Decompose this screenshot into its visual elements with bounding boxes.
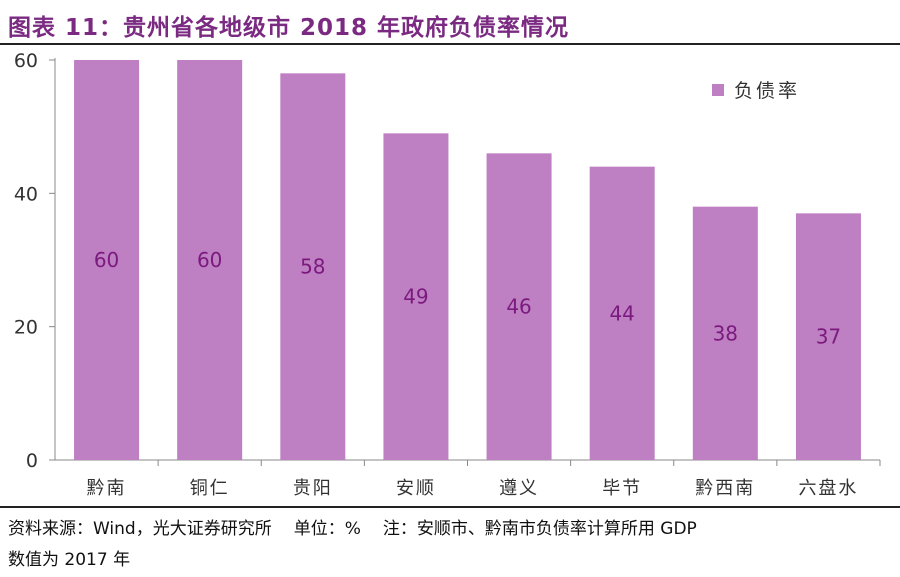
bar — [383, 133, 449, 461]
bar — [74, 60, 140, 460]
bar — [486, 153, 552, 461]
data-label: 60 — [197, 248, 222, 272]
bar-chart: 0 20 40 60 60 黔南 60 铜仁 58 贵阳 49 安顺 46 遵义 44 毕节 38 黔西南 37 六盘… — [14, 50, 881, 499]
x-tick-label: 铜仁 — [190, 478, 230, 499]
bar — [589, 166, 655, 460]
x-tick-label: 毕节 — [602, 478, 642, 499]
bar — [177, 60, 243, 460]
plot-area: 0 20 40 60 60 黔南 60 铜仁 58 贵阳 49 安顺 46 遵义 44 毕节 38 黔西南 37 六盘… — [14, 50, 881, 499]
x-tick-label: 贵阳 — [293, 478, 333, 499]
bar — [795, 213, 861, 460]
bottom-rule — [0, 506, 900, 508]
legend-label: 负债率 — [734, 80, 800, 102]
data-label: 37 — [816, 325, 841, 349]
y-tick-label: 0 — [26, 450, 38, 472]
data-label: 38 — [713, 321, 738, 345]
data-label: 49 — [403, 285, 428, 309]
x-tick-label: 遵义 — [499, 478, 539, 499]
footer-line-2: 数值为 2017 年 — [8, 545, 130, 570]
x-tick-label: 安顺 — [396, 478, 436, 499]
data-label: 46 — [506, 295, 531, 319]
y-tick-label: 40 — [14, 183, 38, 205]
data-label: 44 — [609, 301, 634, 325]
x-tick-label: 黔南 — [87, 478, 127, 499]
y-tick-label: 60 — [14, 50, 38, 72]
data-label: 58 — [300, 255, 325, 279]
data-label: 60 — [94, 248, 119, 272]
note-text-continued: 数值为 2017 年 — [8, 550, 131, 570]
note-text: 注：安顺市、黔南市负债率计算所用 GDP — [382, 519, 697, 539]
bar — [692, 206, 758, 460]
x-tick-label: 六盘水 — [798, 478, 858, 499]
y-tick-label: 20 — [14, 317, 38, 339]
x-tick-label: 黔西南 — [695, 478, 755, 499]
legend-swatch — [712, 84, 724, 96]
top-rule — [0, 43, 900, 45]
bar — [280, 73, 346, 460]
footer-line-1: 资料来源：Wind，光大证券研究所 单位：% 注：安顺市、黔南市负债率计算所用 GD… — [8, 514, 697, 539]
source-text: 资料来源：Wind，光大证券研究所 — [8, 519, 272, 539]
unit-text: 单位：% — [293, 519, 361, 539]
chart-title: 图表 11：贵州省各地级市 2018 年政府负债率情况 — [8, 15, 570, 41]
